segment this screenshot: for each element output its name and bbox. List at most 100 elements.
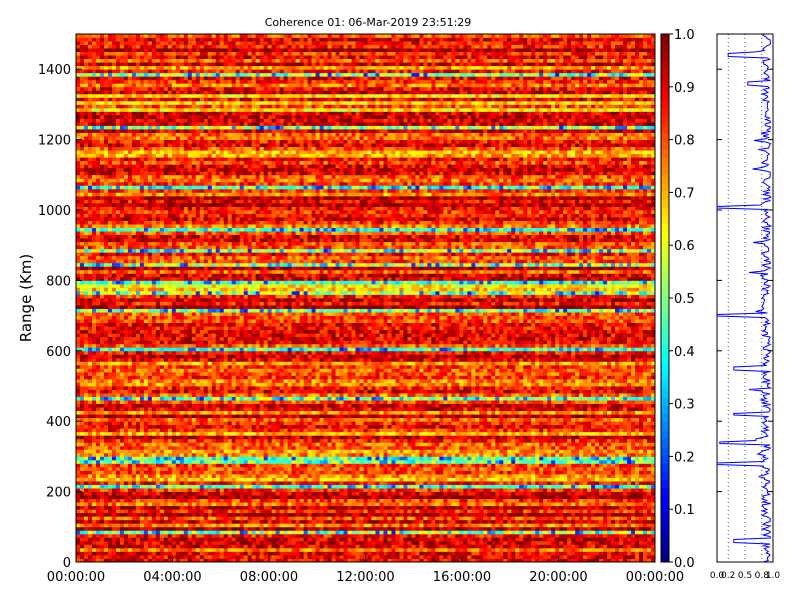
heatmap-cell [567, 466, 572, 471]
heatmap-cell [399, 544, 404, 549]
heatmap-cell [299, 512, 304, 517]
heatmap-cell [103, 502, 109, 507]
heatmap-cell [563, 481, 568, 485]
heatmap-cell [339, 491, 344, 496]
heatmap-cell [323, 474, 328, 478]
heatmap-cell [143, 484, 149, 489]
heatmap-cell [155, 533, 161, 538]
heatmap-cell [271, 502, 277, 507]
heatmap-cell [503, 466, 508, 471]
heatmap-cell [607, 519, 612, 524]
heatmap-cell [407, 519, 412, 524]
heatmap-cell [79, 512, 85, 517]
heatmap-cell [335, 540, 340, 545]
heatmap-cell [519, 463, 524, 468]
heatmap-cell [539, 488, 544, 492]
heatmap-cell [571, 544, 576, 549]
heatmap-cell [287, 438, 293, 443]
heatmap-cell [339, 509, 344, 514]
heatmap-cell [255, 547, 261, 552]
heatmap-cell [483, 477, 488, 482]
heatmap-cell [211, 533, 217, 538]
heatmap-cell [203, 512, 209, 517]
heatmap-cell [255, 505, 261, 510]
heatmap-cell [263, 442, 269, 447]
heatmap-cell [487, 519, 492, 524]
heatmap-cell [499, 519, 504, 524]
heatmap-cell [407, 470, 412, 475]
heatmap-cell [595, 512, 600, 517]
heatmap-cell [463, 495, 468, 500]
heatmap-cell [315, 459, 320, 464]
heatmap-cell [523, 512, 528, 517]
heatmap-cell [307, 558, 312, 563]
heatmap-cell [183, 509, 189, 514]
heatmap-cell [203, 544, 209, 549]
heatmap-cell [135, 481, 141, 485]
heatmap-cell [379, 449, 384, 454]
heatmap-cell [155, 474, 161, 478]
heatmap-cell [235, 466, 241, 471]
heatmap-cell [579, 445, 584, 450]
heatmap-cell [639, 491, 644, 496]
heatmap-cell [431, 516, 436, 521]
heatmap-cell [615, 459, 620, 464]
heatmap-cell [227, 488, 233, 492]
heatmap-cell [123, 466, 129, 471]
heatmap-cell [199, 477, 205, 482]
heatmap-cell [515, 491, 520, 496]
heatmap-cell [123, 540, 129, 545]
heatmap-cell [187, 544, 193, 549]
heatmap-cell [455, 466, 460, 471]
heatmap-cell [411, 540, 416, 545]
heatmap-cell [183, 547, 189, 552]
heatmap-cell [495, 554, 500, 559]
heatmap-cell [79, 558, 85, 563]
heatmap-cell [219, 491, 225, 496]
heatmap-cell [503, 459, 508, 464]
heatmap-cell [171, 558, 177, 563]
heatmap-cell [195, 498, 201, 503]
heatmap-cell [127, 540, 133, 545]
heatmap-cell [375, 509, 380, 514]
heatmap-cell [119, 456, 125, 461]
heatmap-cell [395, 474, 400, 478]
heatmap-cell [415, 463, 420, 468]
heatmap-cell [575, 519, 580, 524]
heatmap-cell [491, 537, 496, 542]
heatmap-cell [187, 484, 193, 489]
heatmap-cell [375, 512, 380, 517]
heatmap-cell [267, 491, 273, 496]
heatmap-cell [111, 523, 117, 528]
heatmap-cell [183, 505, 189, 510]
heatmap-cell [87, 502, 93, 507]
heatmap-cell [603, 484, 608, 489]
heatmap-cell [76, 502, 81, 507]
heatmap-cell [487, 554, 492, 559]
heatmap-cell [223, 484, 229, 489]
heatmap-cell [423, 459, 428, 464]
heatmap-cell [355, 502, 360, 507]
heatmap-cell [215, 523, 221, 528]
heatmap-cell [495, 519, 500, 524]
heatmap-cell [611, 547, 616, 552]
heatmap-cell [579, 547, 584, 552]
heatmap-cell [603, 554, 608, 559]
heatmap-cell [331, 449, 336, 454]
heatmap-cell [307, 554, 312, 559]
heatmap-cell [631, 477, 636, 482]
heatmap-cell [139, 445, 145, 450]
heatmap-cell [343, 477, 348, 482]
heatmap-cell [479, 519, 484, 524]
heatmap-cell [507, 459, 512, 464]
heatmap-cell [459, 526, 464, 531]
heatmap-cell [343, 456, 348, 461]
heatmap-cell [99, 459, 105, 464]
heatmap-cell [183, 551, 189, 556]
heatmap-cell [495, 491, 500, 496]
heatmap-cell [135, 491, 141, 496]
heatmap-cell [379, 459, 384, 464]
heatmap-cell [319, 551, 324, 556]
heatmap-cell [355, 537, 360, 542]
heatmap-cell [595, 488, 600, 492]
